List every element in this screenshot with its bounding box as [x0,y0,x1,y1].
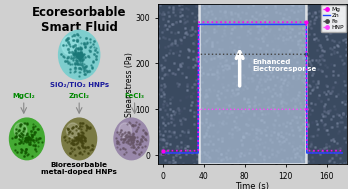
Fe [161,152,165,154]
HNP [340,152,344,154]
HNP [197,108,201,111]
Legend: Mg, Zn, Fe, HNP: Mg, Zn, Fe, HNP [321,5,346,32]
Circle shape [62,118,97,160]
Line: Fe: Fe [161,53,343,154]
Text: ZnCl₂: ZnCl₂ [69,93,90,99]
Text: Enhanced
Electroresponse: Enhanced Electroresponse [252,59,316,73]
Line: HNP: HNP [161,108,343,154]
Text: Ecoresorbable
Smart Fluid: Ecoresorbable Smart Fluid [32,6,126,34]
Mg [197,21,201,23]
Mg [304,21,308,23]
Fe [197,53,201,55]
Zn [197,23,201,26]
Zn [161,152,165,154]
Zn [304,23,308,26]
Fe [304,53,308,55]
Text: SiO₂/TiO₂ HNPs: SiO₂/TiO₂ HNPs [50,82,109,88]
HNP [161,152,165,154]
Fe [196,152,200,154]
Line: Zn: Zn [163,24,342,153]
Zn [340,152,344,154]
Mg [305,149,309,152]
Mg [196,149,200,152]
Text: Bioresorbable
metal-doped HNPs: Bioresorbable metal-doped HNPs [41,162,117,175]
Circle shape [14,123,27,138]
Circle shape [66,123,79,138]
Circle shape [114,118,149,160]
Circle shape [9,118,44,160]
Circle shape [58,30,100,79]
Text: MgCl₂: MgCl₂ [13,93,35,99]
Line: Mg: Mg [161,21,343,152]
HNP [304,108,308,111]
Mg [340,149,344,152]
Circle shape [119,123,132,138]
Circle shape [62,36,78,55]
X-axis label: Time (s): Time (s) [236,182,269,189]
Mg [161,149,165,152]
HNP [196,152,200,154]
Zn [305,152,309,154]
Zn [196,152,200,154]
Fe [340,152,344,154]
Y-axis label: Shear stress (Pa): Shear stress (Pa) [125,52,134,117]
Bar [199,0,306,164]
Text: FeCl₃: FeCl₃ [125,93,144,99]
HNP [305,152,309,154]
Fe [305,152,309,154]
